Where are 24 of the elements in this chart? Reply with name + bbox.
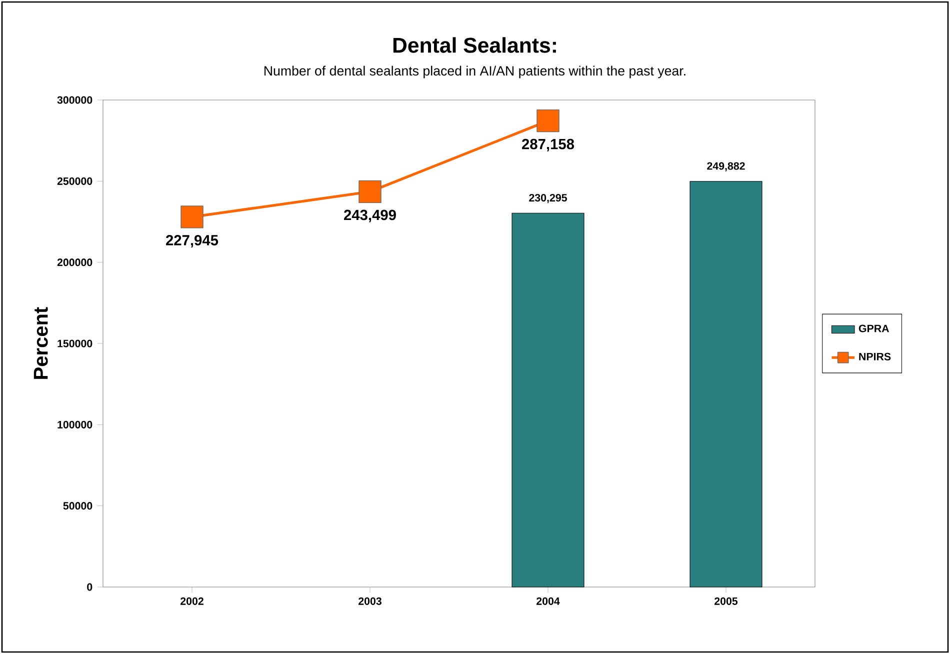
data-label: 227,945 <box>166 235 218 248</box>
y-tick-label: 150000 <box>58 340 92 348</box>
y-tick-label: 250000 <box>57 177 92 185</box>
x-tick-label: 2003 <box>358 597 382 605</box>
x-tick-label: 2005 <box>714 597 738 605</box>
data-label: 230,295 <box>529 194 567 204</box>
y-tick-label: 200000 <box>57 258 92 266</box>
chart-title: Dental Sealants: <box>393 37 556 53</box>
x-tick-label: 2004 <box>536 597 560 605</box>
point <box>358 180 382 204</box>
chart-subtitle: Number of dental sealants placed in AI/AN patients within the past year. <box>264 66 686 78</box>
legend-label: GPRA <box>858 324 890 332</box>
y-tick-label: 0 <box>87 583 92 591</box>
x-tick-label: 2002 <box>180 597 204 605</box>
y-tick-label: 100000 <box>58 420 92 428</box>
data-label: 243,499 <box>344 210 396 222</box>
data-label: 287,158 <box>522 138 574 152</box>
point <box>536 110 560 132</box>
point <box>180 206 204 228</box>
y-axis-title: Percent <box>34 307 48 379</box>
y-tick-label: 50000 <box>63 502 92 510</box>
y-tick-label: 300000 <box>57 96 92 104</box>
legend-label: NPIRS <box>859 352 891 360</box>
data-label: 249,882 <box>707 162 745 172</box>
